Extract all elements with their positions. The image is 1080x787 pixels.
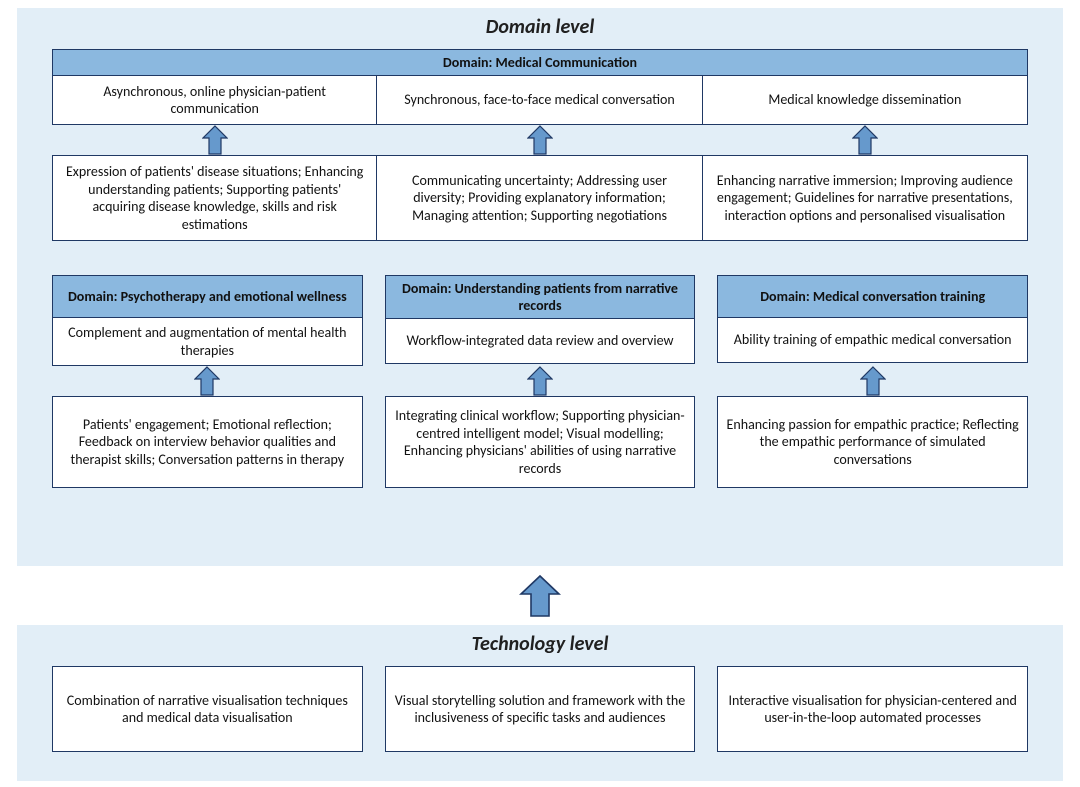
diagram-root: Domain level Domain: Medical Communicati… [0, 0, 1080, 787]
top-detail-2: Communicating uncertainty; Addressing us… [377, 155, 702, 241]
arrow-up-6 [717, 366, 1028, 396]
arrow-up-3 [703, 125, 1028, 155]
subdomain-detail-row: Patients' engagement; Emotional reflecti… [52, 396, 1028, 488]
spacer [52, 241, 1028, 275]
tech-item-2: Visual storytelling solution and framewo… [385, 666, 696, 752]
arrow-up-icon [194, 366, 220, 396]
domain-level-title: Domain level [52, 9, 1028, 49]
subdomain-conversation-training-detail: Enhancing passion for empathic practice;… [717, 396, 1028, 488]
subdomain-conversation-training: Domain: Medical conversation training Ab… [717, 275, 1028, 366]
arrow-up-icon [860, 366, 886, 396]
top-domain-detail-columns: Expression of patients' disease situatio… [52, 155, 1028, 241]
arrow-up-icon [518, 574, 562, 618]
tech-item-3: Interactive visualisation for physician-… [717, 666, 1028, 752]
subdomain-arrow-row [52, 366, 1028, 396]
top-detail-1: Expression of patients' disease situatio… [52, 155, 377, 241]
big-arrow-between-panels [0, 572, 1080, 620]
top-domain-columns: Asynchronous, online physician-patient c… [52, 75, 1028, 125]
domain-header-narrative-records: Domain: Understanding patients from narr… [385, 275, 696, 318]
subdomain-narrative-records-summary: Workflow-integrated data review and over… [385, 318, 696, 364]
top-col-async: Asynchronous, online physician-patient c… [52, 75, 377, 125]
subdomain-narrative-records: Domain: Understanding patients from narr… [385, 275, 696, 366]
arrow-up-5 [385, 366, 696, 396]
subdomain-narrative-records-detail: Integrating clinical workflow; Supportin… [385, 396, 696, 488]
domain-header-conversation-training: Domain: Medical conversation training [717, 275, 1028, 317]
top-col-dissemination: Medical knowledge dissemination [703, 75, 1028, 125]
arrow-up-4 [52, 366, 363, 396]
domain-header-medical-communication: Domain: Medical Communication [52, 49, 1028, 75]
top-detail-3: Enhancing narrative immersion; Improving… [703, 155, 1028, 241]
subdomain-psychotherapy-summary: Complement and augmentation of mental he… [52, 317, 363, 366]
arrow-up-icon [527, 125, 553, 155]
domain-header-psychotherapy: Domain: Psychotherapy and emotional well… [52, 275, 363, 317]
tech-item-1: Combination of narrative visualisation t… [52, 666, 363, 752]
subdomain-conversation-training-summary: Ability training of empathic medical con… [717, 317, 1028, 363]
arrow-up-icon [202, 125, 228, 155]
subdomain-psychotherapy-detail: Patients' engagement; Emotional reflecti… [52, 396, 363, 488]
domain-level-panel: Domain level Domain: Medical Communicati… [17, 8, 1063, 566]
top-arrow-row [52, 125, 1028, 155]
arrow-up-2 [377, 125, 702, 155]
arrow-up-icon [527, 366, 553, 396]
technology-level-panel: Technology level Combination of narrativ… [17, 625, 1063, 781]
subdomain-psychotherapy: Domain: Psychotherapy and emotional well… [52, 275, 363, 366]
arrow-up-1 [52, 125, 377, 155]
technology-level-title: Technology level [52, 626, 1028, 666]
arrow-up-icon [852, 125, 878, 155]
subdomain-row: Domain: Psychotherapy and emotional well… [52, 275, 1028, 366]
top-col-sync: Synchronous, face-to-face medical conver… [377, 75, 702, 125]
technology-row: Combination of narrative visualisation t… [52, 666, 1028, 752]
